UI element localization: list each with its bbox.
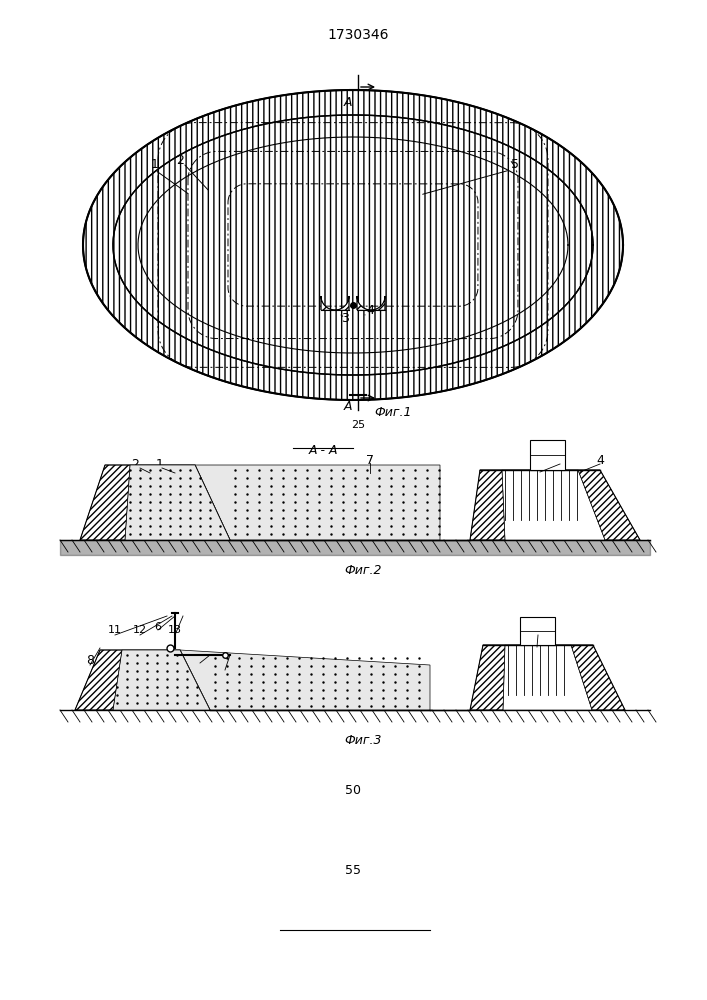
Text: А: А — [344, 400, 352, 414]
Text: 3: 3 — [556, 454, 564, 466]
Polygon shape — [470, 470, 640, 540]
Text: 10: 10 — [213, 662, 227, 672]
Text: 55: 55 — [345, 863, 361, 876]
Text: 25: 25 — [351, 420, 365, 430]
Text: 50: 50 — [345, 784, 361, 796]
Text: 13: 13 — [168, 625, 182, 635]
Text: 3: 3 — [341, 312, 349, 324]
Text: А: А — [344, 96, 352, 108]
Text: 9: 9 — [197, 655, 204, 665]
Text: 5: 5 — [511, 158, 519, 172]
Polygon shape — [321, 296, 349, 310]
Polygon shape — [195, 465, 440, 540]
Polygon shape — [80, 465, 230, 540]
Text: 2: 2 — [176, 153, 184, 166]
Text: 4: 4 — [596, 454, 604, 466]
Text: 11: 11 — [108, 625, 122, 635]
Polygon shape — [113, 115, 593, 375]
Polygon shape — [503, 645, 592, 710]
Text: 7: 7 — [366, 454, 374, 466]
Text: Фиг.3: Фиг.3 — [344, 734, 382, 746]
Text: 4: 4 — [366, 304, 374, 316]
Polygon shape — [502, 470, 605, 540]
Polygon shape — [357, 296, 385, 310]
Polygon shape — [180, 650, 430, 710]
Text: 12: 12 — [133, 625, 147, 635]
Text: 1: 1 — [151, 158, 159, 172]
Text: 8: 8 — [86, 654, 94, 666]
Text: 1730346: 1730346 — [327, 28, 389, 42]
Text: 6: 6 — [155, 622, 161, 632]
Polygon shape — [83, 90, 623, 400]
Text: Фиг.1: Фиг.1 — [374, 406, 411, 420]
Bar — [530, 440, 565, 470]
Text: А - А: А - А — [308, 444, 338, 456]
Text: Фиг.2: Фиг.2 — [344, 564, 382, 576]
Bar — [520, 617, 555, 645]
Polygon shape — [75, 650, 210, 710]
Polygon shape — [470, 645, 625, 710]
Polygon shape — [113, 650, 210, 710]
Text: 2: 2 — [131, 458, 139, 472]
Text: 1: 1 — [156, 458, 164, 472]
Text: 3: 3 — [534, 624, 542, 637]
Polygon shape — [125, 465, 230, 540]
